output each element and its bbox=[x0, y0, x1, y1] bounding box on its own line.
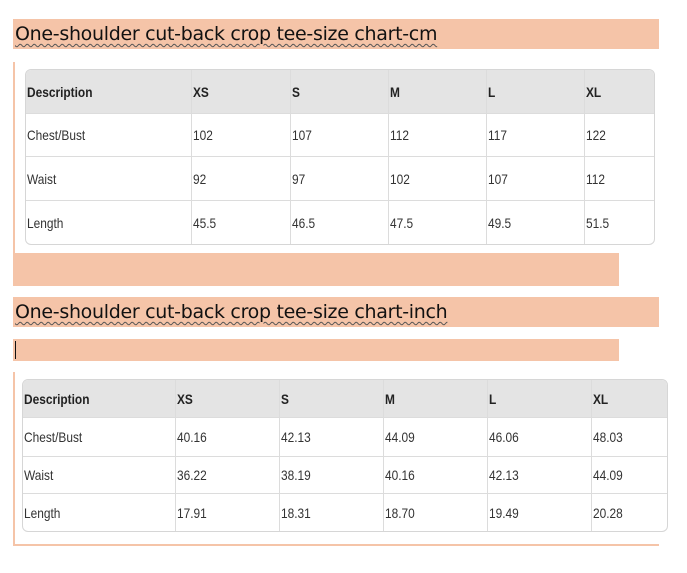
table-cell: 38.19 bbox=[280, 457, 384, 494]
table-cell: 122 bbox=[585, 114, 654, 157]
table-cell: 40.16 bbox=[176, 418, 280, 457]
title-highlight-inch bbox=[13, 297, 659, 327]
table-cell: 18.70 bbox=[384, 494, 488, 531]
table-cell: 48.03 bbox=[592, 418, 667, 457]
table-cell: 107 bbox=[291, 114, 389, 157]
header-cell: S bbox=[291, 70, 389, 114]
table-row: Length 45.5 46.5 47.5 49.5 51.5 bbox=[26, 201, 654, 244]
table-header-row: Description XS S M L XL bbox=[23, 380, 667, 418]
header-cell: XL bbox=[592, 380, 667, 418]
header-cell: XS bbox=[192, 70, 291, 114]
table-cell: 97 bbox=[291, 157, 389, 201]
table-cell: Length bbox=[23, 494, 176, 531]
header-cell: S bbox=[280, 380, 384, 418]
table-cell: Chest/Bust bbox=[23, 418, 176, 457]
table-row: Waist 92 97 102 107 112 bbox=[26, 157, 654, 201]
header-cell: XS bbox=[176, 380, 280, 418]
table-cell: 49.5 bbox=[487, 201, 585, 244]
table-row: Chest/Bust 40.16 42.13 44.09 46.06 48.03 bbox=[23, 418, 667, 457]
table-cell: 42.13 bbox=[280, 418, 384, 457]
table-cell: Chest/Bust bbox=[26, 114, 192, 157]
table-cell: Waist bbox=[26, 157, 192, 201]
table-cell: 44.09 bbox=[592, 457, 667, 494]
table-cell: 92 bbox=[192, 157, 291, 201]
table-cell: 36.22 bbox=[176, 457, 280, 494]
table-cell: 46.5 bbox=[291, 201, 389, 244]
table-cell: 19.49 bbox=[488, 494, 592, 531]
table-cell: 44.09 bbox=[384, 418, 488, 457]
table-cell: 102 bbox=[192, 114, 291, 157]
left-border-inch bbox=[13, 372, 15, 546]
table-cell: Waist bbox=[23, 457, 176, 494]
header-cell: M bbox=[389, 70, 487, 114]
table-cell: 42.13 bbox=[488, 457, 592, 494]
empty-highlight-line-with-cursor[interactable] bbox=[13, 339, 619, 361]
title-highlight-cm bbox=[13, 19, 659, 49]
bottom-border-inch bbox=[13, 544, 659, 546]
header-cell: XL bbox=[585, 70, 654, 114]
table-row: Waist 36.22 38.19 40.16 42.13 44.09 bbox=[23, 457, 667, 494]
table-cell: 18.31 bbox=[280, 494, 384, 531]
header-cell: M bbox=[384, 380, 488, 418]
header-cell: Description bbox=[26, 70, 192, 114]
table-cell: 112 bbox=[585, 157, 654, 201]
table-cell: 107 bbox=[487, 157, 585, 201]
table-cell: 46.06 bbox=[488, 418, 592, 457]
header-cell: Description bbox=[23, 380, 176, 418]
table-cell: 47.5 bbox=[389, 201, 487, 244]
section-title-inch[interactable]: One-shoulder cut-back crop tee-size char… bbox=[15, 301, 448, 323]
table-cell: 117 bbox=[487, 114, 585, 157]
header-cell: L bbox=[488, 380, 592, 418]
table-cell: 51.5 bbox=[586, 214, 610, 231]
table-cell: 40.16 bbox=[384, 457, 488, 494]
table-cell: 20.28 bbox=[593, 504, 623, 521]
table-cell: 102 bbox=[389, 157, 487, 201]
size-table-inch: Description XS S M L XL Chest/Bust 40.16… bbox=[22, 379, 668, 532]
header-cell: L bbox=[487, 70, 585, 114]
size-table-cm: Description XS S M L XL Chest/Bust 102 1… bbox=[25, 69, 655, 245]
table-cell: 112 bbox=[389, 114, 487, 157]
table-cell: 17.91 bbox=[176, 494, 280, 531]
table-row: Length 17.91 18.31 18.70 19.49 20.28 bbox=[23, 494, 667, 531]
text-cursor bbox=[15, 341, 16, 359]
table-row: Chest/Bust 102 107 112 117 122 bbox=[26, 114, 654, 157]
section-title-cm[interactable]: One-shoulder cut-back crop tee-size char… bbox=[15, 23, 438, 45]
table-cell: 45.5 bbox=[192, 201, 291, 244]
empty-highlight-line[interactable] bbox=[13, 253, 619, 286]
table-cell: Length bbox=[26, 201, 192, 244]
left-border-cm bbox=[13, 62, 15, 255]
table-header-row: Description XS S M L XL bbox=[26, 70, 654, 114]
